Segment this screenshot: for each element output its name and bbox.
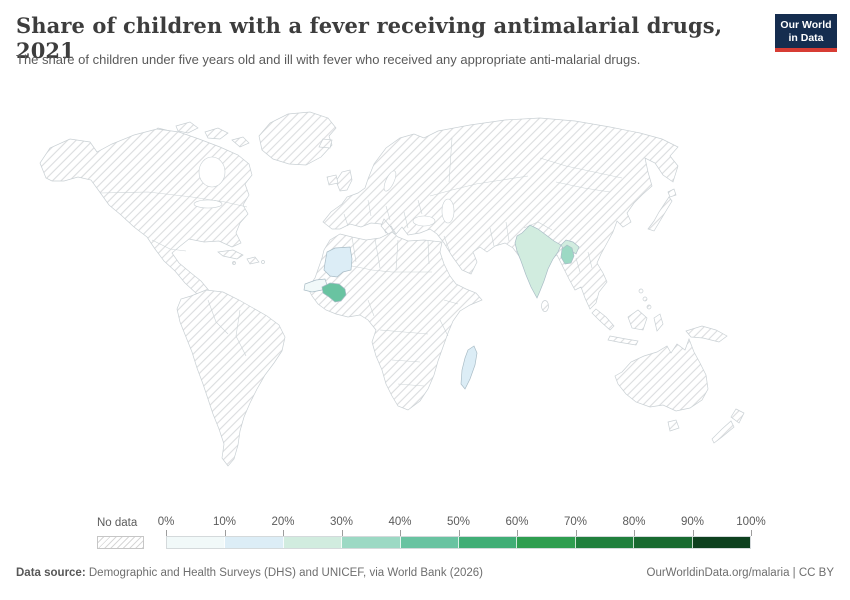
landmass-cuba[interactable] [217,249,244,260]
landmass-philippines[interactable] [642,296,648,302]
landmass-north-america[interactable] [39,128,253,304]
owid-logo[interactable]: Our World in Data [775,14,837,53]
legend-bin[interactable] [634,537,693,548]
landmass-tasmania[interactable] [667,419,680,432]
data-source-label: Data source: [16,567,86,579]
legend-bin[interactable] [167,537,226,548]
legend-bin[interactable] [342,537,401,548]
legend-bin[interactable] [459,537,518,548]
country-madagascar[interactable] [460,345,478,390]
page-title: Share of children with a fever receiving… [16,13,723,63]
rights-link[interactable]: OurWorldinData.org/malaria | CC BY [646,567,834,579]
landmass-australia[interactable] [614,338,709,412]
caspian-sea [441,198,455,224]
landmass-puerto-rico[interactable] [261,260,265,264]
landmass-hispaniola[interactable] [246,256,260,265]
no-data-swatch[interactable] [97,536,144,549]
legend-color-bar[interactable] [166,536,751,549]
landmass-iceland[interactable] [318,138,333,149]
landmass-sulawesi[interactable] [653,313,664,332]
legend-bin[interactable] [400,537,460,548]
landmass-great-britain[interactable] [335,169,353,192]
legend-bin[interactable] [692,537,751,548]
landmass-jamaica[interactable] [232,261,236,265]
landmass-arctic-island[interactable] [231,136,250,148]
landmass-new-guinea[interactable] [685,325,728,343]
landmass-sumatra[interactable] [591,308,615,331]
legend-bin[interactable] [225,537,284,548]
landmass-japan[interactable] [647,196,673,232]
data-source-text: Demographic and Health Surveys (DHS) and… [85,567,484,579]
legend-bin[interactable] [575,537,635,548]
footer: Data source: Demographic and Health Surv… [16,567,834,579]
landmass-greenland[interactable] [258,111,337,166]
page-subtitle: The share of children under five years o… [16,52,641,67]
baltic-sea [383,170,397,192]
landmass-borneo[interactable] [627,309,648,331]
great-lakes [193,199,223,209]
legend-bin[interactable] [517,537,576,548]
data-source: Data source: Demographic and Health Surv… [16,567,483,579]
country-mauritania[interactable] [323,246,353,278]
landmass-arctic-island[interactable] [175,121,199,134]
landmass-africa[interactable] [307,231,483,411]
legend-bin[interactable] [283,537,343,548]
landmass-south-america[interactable] [176,289,286,467]
owid-logo-accent-bar [775,48,837,53]
black-sea [412,215,436,227]
landmass-philippines[interactable] [646,304,652,310]
landmass-ireland[interactable] [326,174,339,186]
landmass-java[interactable] [607,335,639,346]
country-bangladesh[interactable] [560,244,575,265]
landmass-hokkaido[interactable] [667,188,677,198]
landmass-arctic-island[interactable] [204,127,229,140]
owid-logo-text: Our World in Data [775,14,837,49]
country-guinea[interactable] [321,282,347,303]
landmass-sri-lanka[interactable] [541,300,549,312]
country-borders [99,137,623,387]
landmass-philippines[interactable] [638,288,644,294]
hudson-bay [198,156,226,188]
landmass-new-zealand-south[interactable] [711,420,735,444]
landmass-new-zealand-north[interactable] [730,408,745,424]
landmass-eurasia[interactable] [322,117,679,310]
country-india[interactable] [514,224,562,299]
